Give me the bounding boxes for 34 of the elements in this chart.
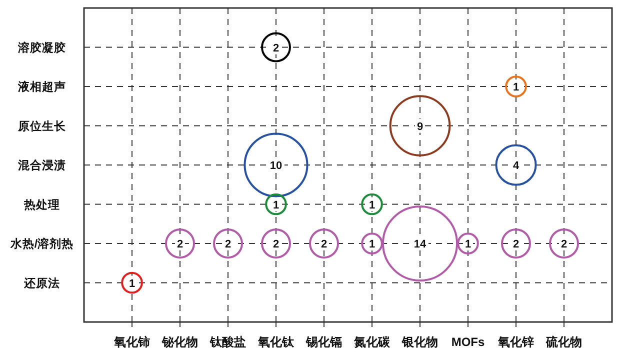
data-label: 2 — [272, 42, 280, 54]
y-tick-label: 原位生长 — [17, 118, 67, 133]
x-tick-label: 氧化锌 — [497, 335, 534, 349]
data-label: 1 — [128, 278, 136, 290]
x-tick-label: 氧化钛 — [257, 335, 295, 349]
data-label: 1 — [464, 238, 472, 250]
data-label: 2 — [320, 238, 328, 250]
data-label: 10 — [270, 160, 282, 172]
x-tick-label: 锡化镉 — [305, 335, 342, 349]
data-label: 2 — [560, 238, 568, 250]
y-tick-label: 液相超声 — [17, 80, 66, 94]
y-tick-label: 还原法 — [23, 276, 60, 290]
x-tick-label: 氮化碳 — [353, 335, 391, 349]
y-tick-label: 混合浸渍 — [17, 158, 66, 172]
x-tick-label: 银化物 — [401, 335, 438, 349]
y-tick-label: 水热/溶剂热 — [9, 236, 74, 250]
data-label: 9 — [416, 120, 424, 133]
data-label: 2 — [272, 238, 280, 250]
data-label: 1 — [368, 199, 376, 212]
x-tick-label: 钛酸盐 — [209, 335, 246, 349]
y-tick-label: 热处理 — [23, 197, 60, 212]
x-tick-label: 氧化铈 — [113, 335, 150, 349]
x-tick-label: MOFs — [451, 335, 485, 349]
data-label: 4 — [512, 160, 520, 172]
data-label: 1 — [512, 82, 520, 94]
data-label: 1 — [272, 199, 280, 212]
data-label: 2 — [224, 238, 232, 250]
data-label: 14 — [414, 238, 427, 250]
y-tick-label: 溶胶凝胶 — [17, 40, 66, 54]
x-tick-label: 铋化物 — [161, 335, 198, 349]
data-label: 2 — [176, 238, 184, 250]
data-label: 1 — [368, 238, 376, 250]
data-label: 2 — [512, 238, 520, 250]
x-tick-label: 硫化物 — [545, 335, 582, 349]
